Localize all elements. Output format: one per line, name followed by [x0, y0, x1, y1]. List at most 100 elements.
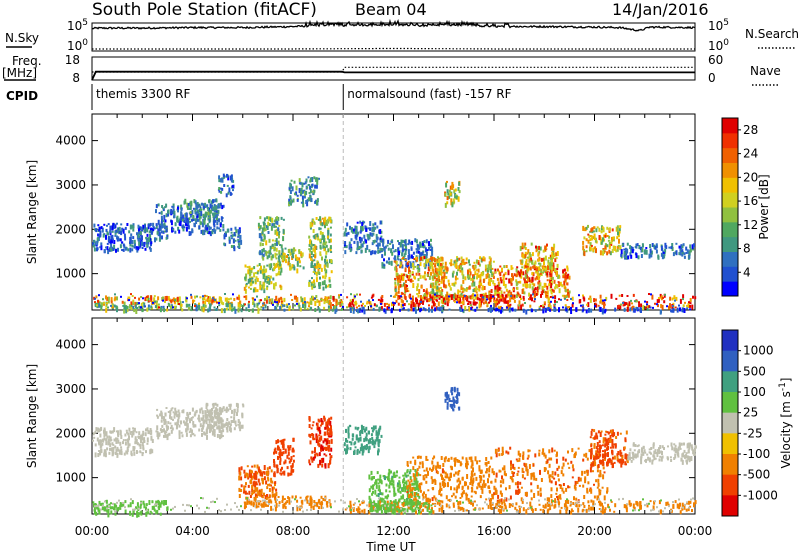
power-data-cell [467, 275, 470, 279]
power-data-cell [402, 256, 405, 259]
power-data-cell [318, 227, 321, 231]
velocity-data-cell [284, 501, 287, 505]
velocity-data-cell [120, 503, 123, 508]
power-data-cell [681, 245, 684, 249]
power-data-cell [325, 250, 328, 255]
power-data-cell [419, 295, 422, 299]
power-data-cell [375, 244, 378, 247]
power-data-cell [427, 258, 430, 263]
power-data-cell [499, 305, 502, 311]
power-data-cell [312, 247, 315, 252]
power-data-cell [456, 257, 459, 262]
power-data-cell [395, 299, 398, 303]
power-data-cell [575, 307, 578, 313]
power-data-cell [180, 204, 183, 210]
power-data-cell [298, 260, 301, 264]
power-data-cell [639, 308, 642, 313]
power-data-cell [271, 301, 274, 305]
power-data-cell [323, 264, 326, 269]
power-data-cell [113, 240, 116, 244]
power-data-cell [311, 259, 314, 262]
power-data-cell [672, 307, 675, 313]
power-data-cell [602, 248, 605, 250]
power-data-cell [524, 283, 527, 288]
power-data-cell [537, 276, 540, 280]
power-data-cell [394, 284, 397, 287]
power-data-cell [209, 209, 212, 214]
velocity-data-cell [149, 428, 152, 432]
power-data-cell [529, 260, 532, 263]
power-data-cell [213, 205, 216, 210]
power-data-cell [278, 298, 281, 303]
velocity-data-cell [321, 445, 324, 450]
power-data-cell [164, 300, 166, 303]
power-data-cell [423, 256, 426, 259]
velocity-data-cell [164, 433, 167, 438]
power-data-cell [411, 298, 414, 304]
power-data-cell [405, 262, 408, 268]
power-data-cell [399, 258, 402, 262]
velocity-data-cell [255, 503, 258, 507]
power-data-cell [261, 252, 264, 256]
velocity-data-cell [291, 495, 294, 499]
velocity-data-cell [267, 504, 269, 507]
velocity-data-cell [139, 450, 142, 453]
power-data-cell [219, 202, 222, 206]
power-data-cell [621, 294, 624, 297]
power-data-cell [321, 281, 324, 286]
power-data-cell [192, 207, 195, 210]
power-data-cell [248, 265, 251, 269]
power-data-cell [651, 243, 654, 247]
power-data-cell [454, 188, 457, 192]
power-data-cell [653, 244, 656, 249]
velocity-data-cell [275, 450, 278, 454]
power-data-cell [535, 245, 537, 249]
power-data-cell [636, 307, 639, 311]
velocity-data-cell [172, 411, 175, 414]
velocity-data-cell [241, 403, 244, 406]
power-data-cell [544, 290, 547, 294]
power-data-cell [115, 306, 118, 309]
power-data-cell [583, 297, 586, 302]
power-data-cell [538, 250, 541, 254]
power-data-cell [349, 225, 351, 230]
power-data-cell [438, 307, 441, 312]
power-data-cell [410, 304, 413, 309]
velocity-data-cell [131, 500, 134, 505]
power-data-cell [420, 300, 422, 303]
velocity-data-cell [267, 483, 269, 486]
power-data-cell [327, 229, 330, 235]
power-data-cell [348, 243, 351, 248]
power-echo-region [243, 262, 283, 294]
velocity-data-cell [210, 416, 213, 420]
power-data-cell [520, 304, 523, 310]
power-data-cell [492, 280, 495, 285]
power-data-cell [412, 265, 415, 270]
power-data-cell [435, 277, 438, 281]
power-data-cell [500, 296, 502, 299]
power-colorbar-segment [722, 266, 738, 282]
velocity-data-cell [129, 510, 132, 516]
velocity-data-cell [309, 463, 312, 466]
power-data-cell [114, 231, 117, 234]
power-data-cell [556, 263, 559, 268]
power-data-cell [248, 309, 251, 312]
power-data-cell [570, 306, 572, 311]
power-data-cell [641, 248, 644, 253]
velocity-data-cell [346, 439, 349, 443]
power-data-cell [339, 299, 342, 302]
velocity-data-cell [98, 440, 101, 446]
velocity-data-cell [263, 500, 266, 504]
power-data-cell [541, 292, 544, 295]
power-data-cell [451, 272, 454, 278]
velocity-data-cell [370, 433, 373, 437]
power-data-cell [144, 297, 147, 302]
power-data-cell [660, 245, 663, 251]
power-data-cell [232, 179, 235, 183]
power-data-cell [121, 249, 124, 251]
power-data-cell [550, 290, 553, 294]
velocity-data-cell [174, 422, 177, 426]
power-data-cell [290, 199, 293, 204]
power-data-cell [611, 236, 613, 242]
velocity-y-tick-label: 2000 [55, 426, 86, 440]
